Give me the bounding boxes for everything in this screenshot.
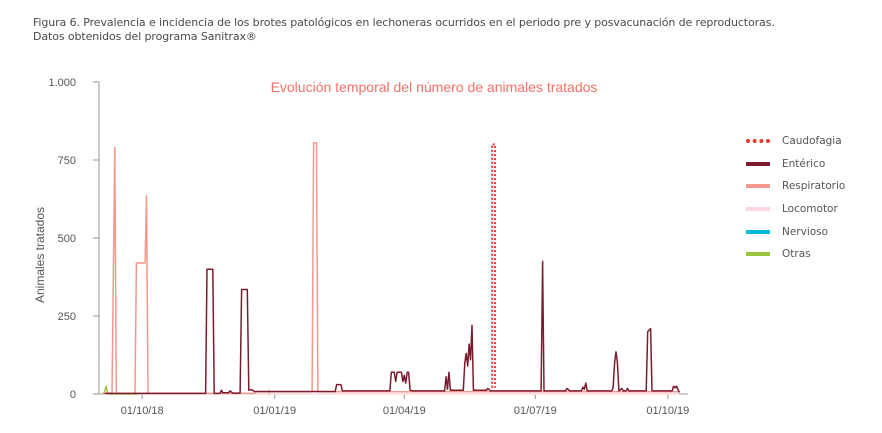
y-axis-label: Animales tratados (33, 207, 47, 303)
y-tick-label: 750 (58, 155, 76, 167)
legend-label: Respiratorio (782, 180, 846, 193)
legend-item-otras: Otras (746, 243, 845, 266)
legend-swatch (746, 161, 770, 166)
series-line-caudofagia (491, 143, 496, 388)
caption-line-2: Datos obtenidos del programa Sanitrax® (33, 30, 257, 43)
legend: Caudofagia Entérico Respiratorio Locomotor N… (746, 130, 845, 266)
series-layer (101, 142, 681, 395)
legend-item-locomotor: Locomotor (746, 198, 845, 221)
x-tick-label: 01/07/19 (514, 405, 557, 417)
legend-swatch (746, 184, 770, 189)
series-line-enterico (104, 260, 681, 395)
legend-label: Entérico (782, 157, 826, 170)
legend-item-respiratorio: Respiratorio (746, 175, 845, 198)
legend-swatch (746, 229, 770, 234)
legend-label: Nervioso (782, 225, 829, 238)
legend-item-nervioso: Nervioso (746, 220, 845, 243)
legend-label: Locomotor (782, 203, 838, 216)
y-tick-label: 500 (58, 233, 76, 245)
legend-swatch (746, 252, 770, 257)
x-tick-label: 01/04/19 (383, 405, 426, 417)
legend-label: Otras (782, 248, 811, 261)
caption-line-1: Figura 6. Prevalencia e incidencia de lo… (33, 16, 775, 29)
series-line-respiratorio (101, 142, 680, 395)
legend-item-caudofagia: Caudofagia (746, 130, 845, 153)
legend-item-enterico: Entérico (746, 153, 845, 176)
x-tick-label: 01/10/18 (121, 405, 164, 417)
chart-title: Evolución temporal del número de animale… (271, 79, 598, 95)
y-tick-label: 0 (70, 389, 76, 401)
y-tick-label: 1.000 (48, 77, 76, 89)
legend-swatch (746, 139, 770, 144)
legend-label: Caudofagia (782, 135, 842, 148)
legend-swatch (746, 207, 770, 212)
figure-caption: Figura 6. Prevalencia e incidencia de lo… (33, 16, 873, 44)
axes: 0 250 500 750 1.000 01/10/18 01/01/19 01/04/19 0… (48, 77, 689, 417)
y-tick-label: 250 (58, 311, 76, 323)
x-tick-label: 01/10/19 (646, 405, 689, 417)
x-tick-label: 01/01/19 (253, 405, 296, 417)
